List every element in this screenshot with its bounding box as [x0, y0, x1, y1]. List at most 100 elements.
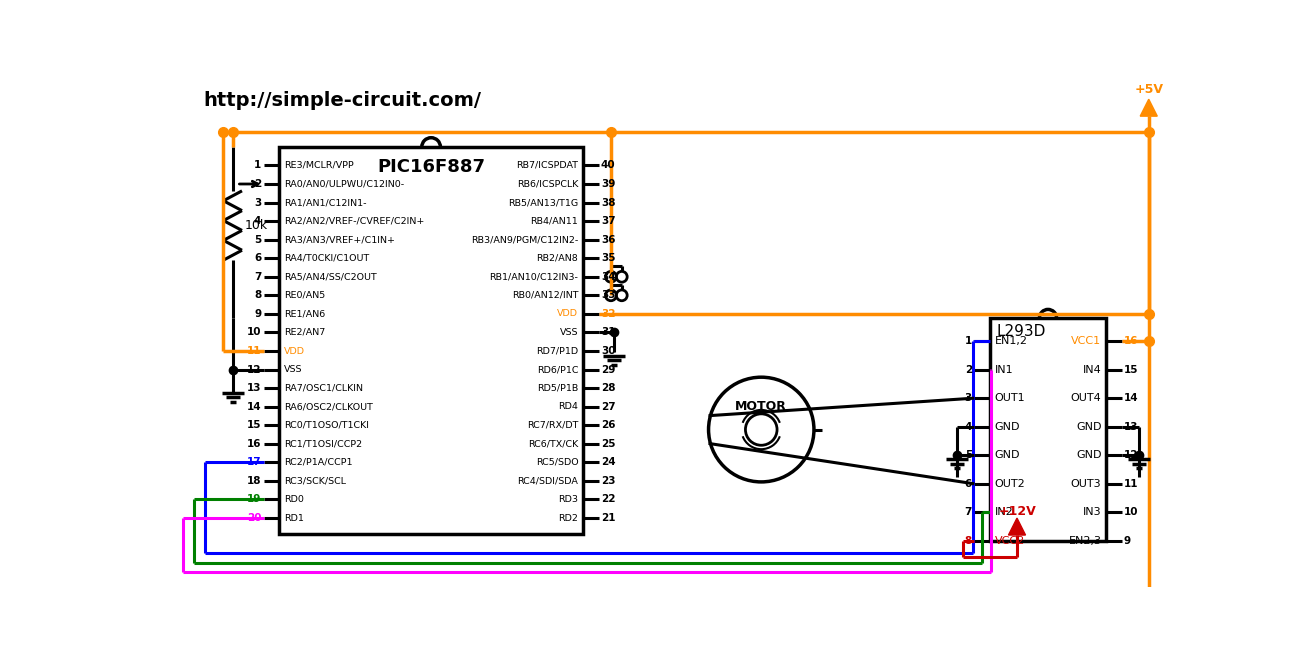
Text: RA2/AN2/VREF-/CVREF/C2IN+: RA2/AN2/VREF-/CVREF/C2IN+ — [284, 216, 424, 226]
Text: 4: 4 — [965, 422, 973, 432]
Text: RE3/MCLR/VPP: RE3/MCLR/VPP — [284, 161, 354, 170]
Text: 14: 14 — [247, 402, 262, 412]
Text: 24: 24 — [601, 457, 616, 467]
Text: RD3: RD3 — [558, 495, 578, 504]
Text: 30: 30 — [601, 346, 616, 356]
Text: RC0/T1OSO/T1CKI: RC0/T1OSO/T1CKI — [284, 420, 368, 430]
Text: OUT1: OUT1 — [995, 393, 1025, 403]
Text: IN4: IN4 — [1083, 364, 1101, 375]
Text: RC3/SCK/SCL: RC3/SCK/SCL — [284, 477, 346, 485]
Text: 11: 11 — [1124, 479, 1138, 489]
Text: 1: 1 — [965, 336, 973, 346]
Text: 3: 3 — [965, 393, 973, 403]
Text: EN1,2: EN1,2 — [995, 336, 1028, 346]
Text: 2: 2 — [254, 179, 262, 189]
Text: 9: 9 — [1124, 536, 1130, 546]
Text: 5: 5 — [965, 450, 973, 460]
Text: RB0/AN12/INT: RB0/AN12/INT — [512, 291, 578, 300]
Text: RA7/OSC1/CLKIN: RA7/OSC1/CLKIN — [284, 383, 363, 393]
Text: 35: 35 — [601, 253, 616, 263]
Text: 40: 40 — [601, 160, 616, 170]
Text: 8: 8 — [254, 290, 262, 300]
Text: VCC1: VCC1 — [1071, 336, 1101, 346]
Text: http://simple-circuit.com/: http://simple-circuit.com/ — [203, 91, 482, 110]
Text: 21: 21 — [601, 513, 616, 523]
Text: GND: GND — [995, 422, 1020, 432]
Text: 14: 14 — [1124, 393, 1138, 403]
Text: RB7/ICSPDAT: RB7/ICSPDAT — [516, 161, 578, 170]
Text: RB6/ICSPCLK: RB6/ICSPCLK — [517, 180, 578, 189]
Text: RD5/P1B: RD5/P1B — [537, 383, 578, 393]
Text: 16: 16 — [1124, 336, 1138, 346]
Text: 13: 13 — [1124, 422, 1138, 432]
Text: 7: 7 — [965, 508, 973, 517]
Text: RC4/SDI/SDA: RC4/SDI/SDA — [517, 477, 578, 485]
Text: 1: 1 — [254, 160, 262, 170]
Text: 32: 32 — [601, 309, 616, 319]
Text: RD6/P1C: RD6/P1C — [537, 365, 578, 374]
Text: RA5/AN4/SS/C2OUT: RA5/AN4/SS/C2OUT — [284, 273, 376, 281]
Text: 12: 12 — [1124, 450, 1138, 460]
Text: IN3: IN3 — [1083, 508, 1101, 517]
Text: 29: 29 — [601, 364, 615, 375]
Text: 22: 22 — [601, 494, 616, 504]
Text: IN1: IN1 — [995, 364, 1013, 375]
Text: VSS: VSS — [284, 365, 303, 374]
Text: VCC2: VCC2 — [995, 536, 1025, 546]
Text: 39: 39 — [601, 179, 615, 189]
Text: 6: 6 — [965, 479, 973, 489]
Text: RB4/AN11: RB4/AN11 — [530, 216, 578, 226]
Text: 2: 2 — [965, 364, 973, 375]
Text: 10: 10 — [1124, 508, 1138, 517]
Text: 3: 3 — [254, 197, 262, 207]
Text: 7: 7 — [254, 272, 262, 282]
Text: OUT4: OUT4 — [1071, 393, 1101, 403]
Text: RC6/TX/CK: RC6/TX/CK — [528, 440, 578, 448]
Text: VDD: VDD — [558, 310, 578, 318]
Text: +12V: +12V — [998, 506, 1036, 519]
Text: 18: 18 — [247, 476, 262, 486]
Text: 13: 13 — [247, 383, 262, 393]
Text: RE0/AN5: RE0/AN5 — [284, 291, 325, 300]
Text: IN2: IN2 — [995, 508, 1013, 517]
Text: RA6/OSC2/CLKOUT: RA6/OSC2/CLKOUT — [284, 402, 372, 411]
Text: RC5/SDO: RC5/SDO — [536, 458, 578, 467]
Text: RB3/AN9/PGM/C12IN2-: RB3/AN9/PGM/C12IN2- — [471, 235, 578, 244]
Text: PIC16F887: PIC16F887 — [378, 158, 486, 176]
Text: RC7/RX/DT: RC7/RX/DT — [526, 420, 578, 430]
Text: RA0/AN0/ULPWU/C12IN0-: RA0/AN0/ULPWU/C12IN0- — [284, 180, 404, 189]
Text: RD7/P1D: RD7/P1D — [536, 346, 578, 356]
Text: RD2: RD2 — [558, 513, 578, 523]
Text: GND: GND — [1076, 450, 1101, 460]
Text: RE1/AN6: RE1/AN6 — [284, 310, 325, 318]
Text: 11: 11 — [247, 346, 262, 356]
Text: EN2,3: EN2,3 — [1069, 536, 1101, 546]
Text: 27: 27 — [601, 402, 616, 412]
Text: RE2/AN7: RE2/AN7 — [284, 328, 325, 337]
Text: GND: GND — [1076, 422, 1101, 432]
Bar — [279, 147, 583, 533]
Text: 4: 4 — [254, 216, 262, 226]
Text: 33: 33 — [601, 290, 616, 300]
Polygon shape — [1008, 518, 1025, 535]
Text: OUT2: OUT2 — [995, 479, 1025, 489]
Text: 26: 26 — [601, 420, 616, 430]
Text: RB5/AN13/T1G: RB5/AN13/T1G — [508, 198, 578, 207]
Text: RB2/AN8: RB2/AN8 — [537, 253, 578, 263]
Polygon shape — [1140, 99, 1157, 116]
Text: 15: 15 — [247, 420, 262, 430]
Text: RD0: RD0 — [284, 495, 304, 504]
Text: 6: 6 — [254, 253, 262, 263]
Text: 38: 38 — [601, 197, 616, 207]
Text: MOTOR: MOTOR — [736, 400, 787, 413]
Text: 19: 19 — [247, 494, 262, 504]
Text: RA3/AN3/VREF+/C1IN+: RA3/AN3/VREF+/C1IN+ — [284, 235, 395, 244]
Text: 31: 31 — [601, 327, 616, 337]
Text: RD1: RD1 — [284, 513, 304, 523]
Text: 25: 25 — [601, 439, 616, 449]
Text: 37: 37 — [601, 216, 616, 226]
Text: 17: 17 — [247, 457, 262, 467]
Text: RB1/AN10/C12IN3-: RB1/AN10/C12IN3- — [490, 273, 578, 281]
Text: RC1/T1OSI/CCP2: RC1/T1OSI/CCP2 — [284, 440, 362, 448]
Text: 36: 36 — [601, 235, 616, 245]
